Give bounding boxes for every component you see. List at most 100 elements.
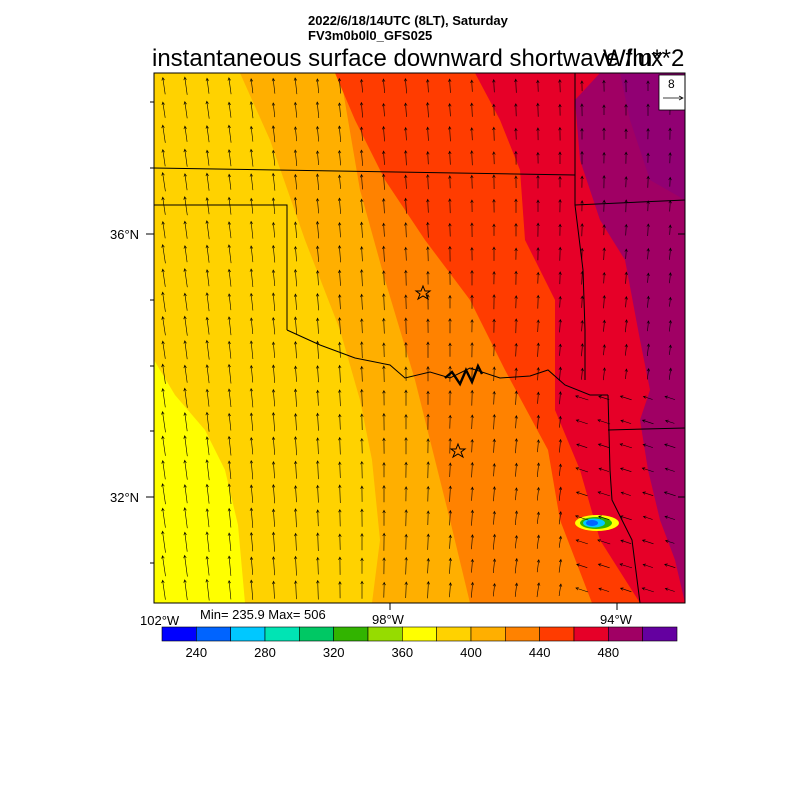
wind-vector bbox=[183, 554, 188, 577]
wind-vector bbox=[293, 293, 298, 310]
wind-vector bbox=[514, 510, 519, 526]
wind-vector bbox=[448, 485, 452, 502]
wind-vector bbox=[249, 364, 254, 383]
colorbar-tick-label: 440 bbox=[529, 645, 551, 660]
wind-vector bbox=[558, 463, 562, 476]
wind-vector bbox=[668, 176, 672, 187]
wind-vector bbox=[448, 582, 452, 598]
wind-vector bbox=[514, 270, 518, 285]
wind-vector bbox=[597, 443, 610, 449]
wind-vector bbox=[448, 222, 452, 237]
wind-vector bbox=[338, 222, 342, 238]
wind-vector bbox=[668, 272, 672, 284]
wind-vector bbox=[597, 419, 611, 425]
colorbar-swatch bbox=[402, 626, 437, 642]
wind-vector bbox=[470, 269, 474, 286]
wind-vector bbox=[619, 443, 632, 449]
wind-vector bbox=[293, 388, 298, 407]
wind-vector bbox=[293, 436, 298, 456]
wind-vector bbox=[514, 438, 518, 454]
wind-vector bbox=[316, 365, 320, 383]
wind-vector bbox=[448, 103, 452, 117]
wind-vector bbox=[205, 149, 210, 166]
colorbar-labels: 240 280 320 360 400 440 480 bbox=[185, 645, 619, 660]
wind-vector bbox=[642, 395, 653, 400]
wind-vector bbox=[360, 293, 364, 310]
wind-vector bbox=[382, 342, 386, 358]
wind-vector bbox=[337, 125, 342, 143]
wind-vector bbox=[404, 414, 408, 430]
wind-vector bbox=[514, 462, 518, 477]
wind-vector bbox=[404, 341, 408, 358]
wind-vector bbox=[294, 555, 298, 576]
wind-vector bbox=[161, 340, 166, 359]
wind-vector bbox=[338, 245, 342, 263]
wind-vector bbox=[249, 436, 254, 455]
wind-vector bbox=[294, 485, 298, 503]
wind-vector bbox=[624, 199, 628, 213]
wind-vector bbox=[271, 556, 276, 576]
wind-vector bbox=[664, 563, 676, 568]
wind-vector bbox=[641, 467, 654, 473]
wind-vector bbox=[271, 364, 276, 383]
wind-vector bbox=[580, 150, 584, 165]
wind-vector bbox=[619, 467, 632, 472]
colorbar-swatch bbox=[505, 626, 540, 642]
wind-vector bbox=[536, 414, 540, 429]
wind-vector bbox=[183, 579, 188, 601]
wind-vector bbox=[271, 484, 276, 504]
wind-vector bbox=[293, 77, 298, 95]
wind-vector bbox=[448, 509, 452, 526]
wind-vector bbox=[558, 583, 563, 597]
wind-vector bbox=[183, 173, 188, 191]
wind-vector bbox=[664, 395, 676, 400]
wind-vector bbox=[492, 294, 496, 310]
wind-vector bbox=[404, 509, 408, 527]
wind-vector bbox=[249, 197, 254, 214]
wind-vector bbox=[382, 293, 386, 311]
wind-vector bbox=[646, 320, 650, 332]
wind-vector bbox=[514, 318, 518, 334]
wind-vector bbox=[161, 579, 166, 600]
colorbar-tick-label: 240 bbox=[185, 645, 207, 660]
wind-vector bbox=[271, 531, 276, 552]
wind-vector bbox=[492, 463, 496, 477]
wind-vector bbox=[404, 150, 408, 166]
wind-vector bbox=[205, 411, 210, 432]
wind-vector bbox=[271, 244, 276, 263]
wind-vector bbox=[664, 587, 675, 592]
wind-vector bbox=[624, 79, 628, 93]
wind-vector bbox=[205, 436, 210, 456]
wind-vector bbox=[360, 341, 364, 359]
wind-vector bbox=[514, 222, 518, 237]
wind-vector bbox=[558, 415, 562, 428]
wind-vector bbox=[602, 247, 606, 261]
wind-vector bbox=[227, 555, 232, 576]
wind-vector bbox=[161, 149, 166, 167]
wind-vector bbox=[205, 388, 210, 407]
wind-vector bbox=[316, 389, 320, 406]
wind-vector bbox=[619, 395, 632, 401]
wind-vector bbox=[271, 149, 276, 166]
wind-vector bbox=[360, 508, 364, 527]
wind-vector bbox=[624, 151, 628, 164]
wind-vector bbox=[514, 295, 518, 309]
wind-vector bbox=[448, 198, 452, 214]
wind-vector bbox=[664, 515, 676, 520]
wind-vector bbox=[271, 102, 276, 118]
wind-vector bbox=[514, 557, 519, 574]
wind-vector bbox=[580, 343, 584, 357]
wind-vector bbox=[161, 196, 166, 215]
colorbar-swatch bbox=[161, 626, 197, 642]
wind-vector bbox=[602, 127, 606, 140]
wind-vector bbox=[602, 295, 606, 309]
colorbar-swatch bbox=[367, 626, 403, 642]
wind-vector bbox=[316, 484, 320, 503]
colorbar-swatch bbox=[642, 626, 678, 642]
wind-vector bbox=[249, 484, 254, 503]
wind-vector bbox=[294, 413, 298, 431]
wind-vector bbox=[624, 319, 628, 333]
wind-vector bbox=[646, 152, 650, 163]
wind-vector bbox=[315, 78, 320, 94]
wind-vector bbox=[338, 317, 342, 335]
